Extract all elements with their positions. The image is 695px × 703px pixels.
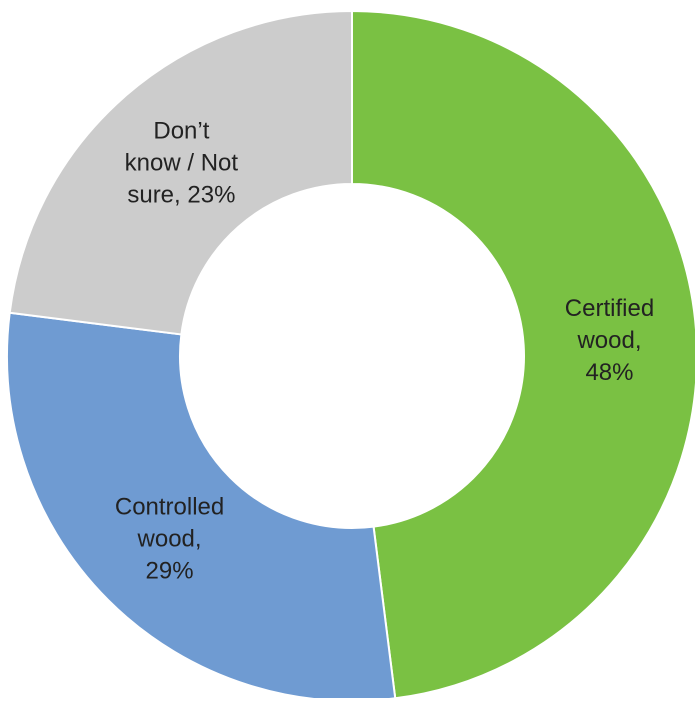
- slice-label-1-line-1: wood,: [137, 525, 202, 552]
- slice-label-1-line-2: 29%: [146, 557, 194, 584]
- slice-label-2-line-1: know / Not: [125, 149, 239, 176]
- slices-layer: [6, 9, 695, 702]
- slice-label-1: Controlled wood, 29%: [115, 493, 224, 584]
- slice-label-0-line-0: Certified: [565, 295, 654, 322]
- slice-label-2-line-0: Don’t: [153, 117, 209, 144]
- donut-slice-0: [351, 9, 695, 700]
- slice-label-1-line-0: Controlled: [115, 493, 224, 520]
- slice-label-0-line-2: 48%: [585, 359, 633, 386]
- slice-label-0: Certified wood, 48%: [565, 295, 654, 386]
- donut-slice-2: [8, 9, 353, 336]
- slice-label-2: Don’t know / Not sure, 23%: [125, 117, 239, 208]
- labels-layer: Certified wood, 48% Controlled wood, 29% Don’t…: [115, 117, 654, 584]
- donut-slice-1: [6, 311, 397, 702]
- slice-label-2-line-2: sure, 23%: [127, 181, 235, 208]
- slice-label-0-line-1: wood,: [576, 327, 641, 354]
